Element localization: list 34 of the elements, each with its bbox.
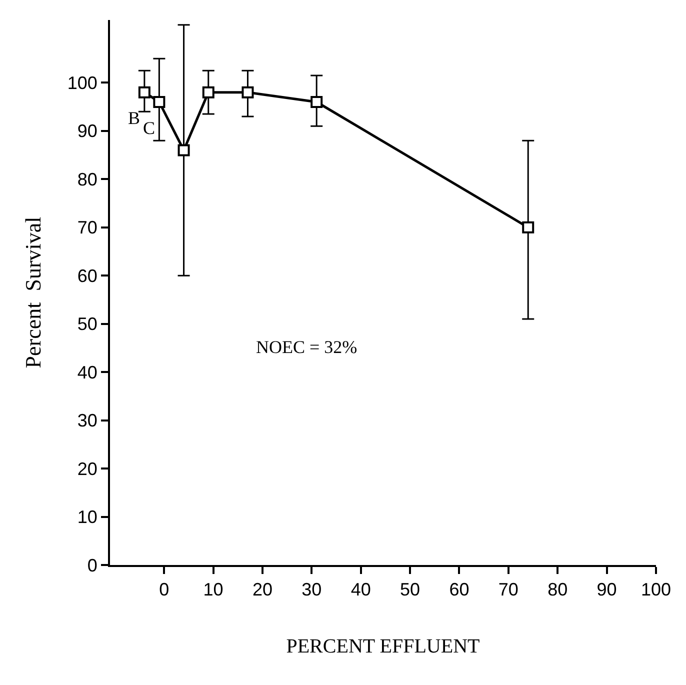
y-tick-label: 90 <box>77 121 98 142</box>
x-tick-label: 60 <box>449 580 470 600</box>
point <box>178 144 190 156</box>
y-tick-label: 20 <box>77 458 98 479</box>
annotation: C <box>143 118 156 138</box>
y-tick-label: 10 <box>77 507 98 528</box>
x-tick-label: 10 <box>203 580 224 600</box>
y-tick-label: 80 <box>77 169 98 190</box>
x-tick-label: 20 <box>252 580 273 600</box>
x-tick-label: 80 <box>548 580 568 600</box>
point <box>242 86 254 98</box>
annotation: B <box>128 108 140 128</box>
y-tick-label: 30 <box>77 410 98 431</box>
x-tick-label: 40 <box>350 580 371 600</box>
y-tick-label: 70 <box>77 218 98 238</box>
point <box>310 96 323 108</box>
point <box>153 96 166 108</box>
y-tick-label: 0 <box>87 555 98 576</box>
y-tick-label: 50 <box>77 314 98 334</box>
x-tick-label: 100 <box>640 580 672 600</box>
y-tick-label: 40 <box>77 362 98 382</box>
x-tick-label: 50 <box>400 580 420 600</box>
x-axis-title: PERCENT EFFLUENT <box>286 636 480 658</box>
x-tick-label: 70 <box>498 580 518 600</box>
y-tick-label: 60 <box>77 266 98 286</box>
point <box>522 221 534 234</box>
annotation: NOEC = 32% <box>256 337 358 357</box>
point <box>202 86 214 98</box>
y-axis-title: Percent Survival <box>20 216 46 368</box>
x-tick-label: 90 <box>596 580 617 600</box>
x-tick-label: 30 <box>302 580 322 600</box>
point <box>138 86 150 98</box>
x-tick-label: 0 <box>159 580 170 600</box>
y-tick-label: 100 <box>67 73 98 93</box>
